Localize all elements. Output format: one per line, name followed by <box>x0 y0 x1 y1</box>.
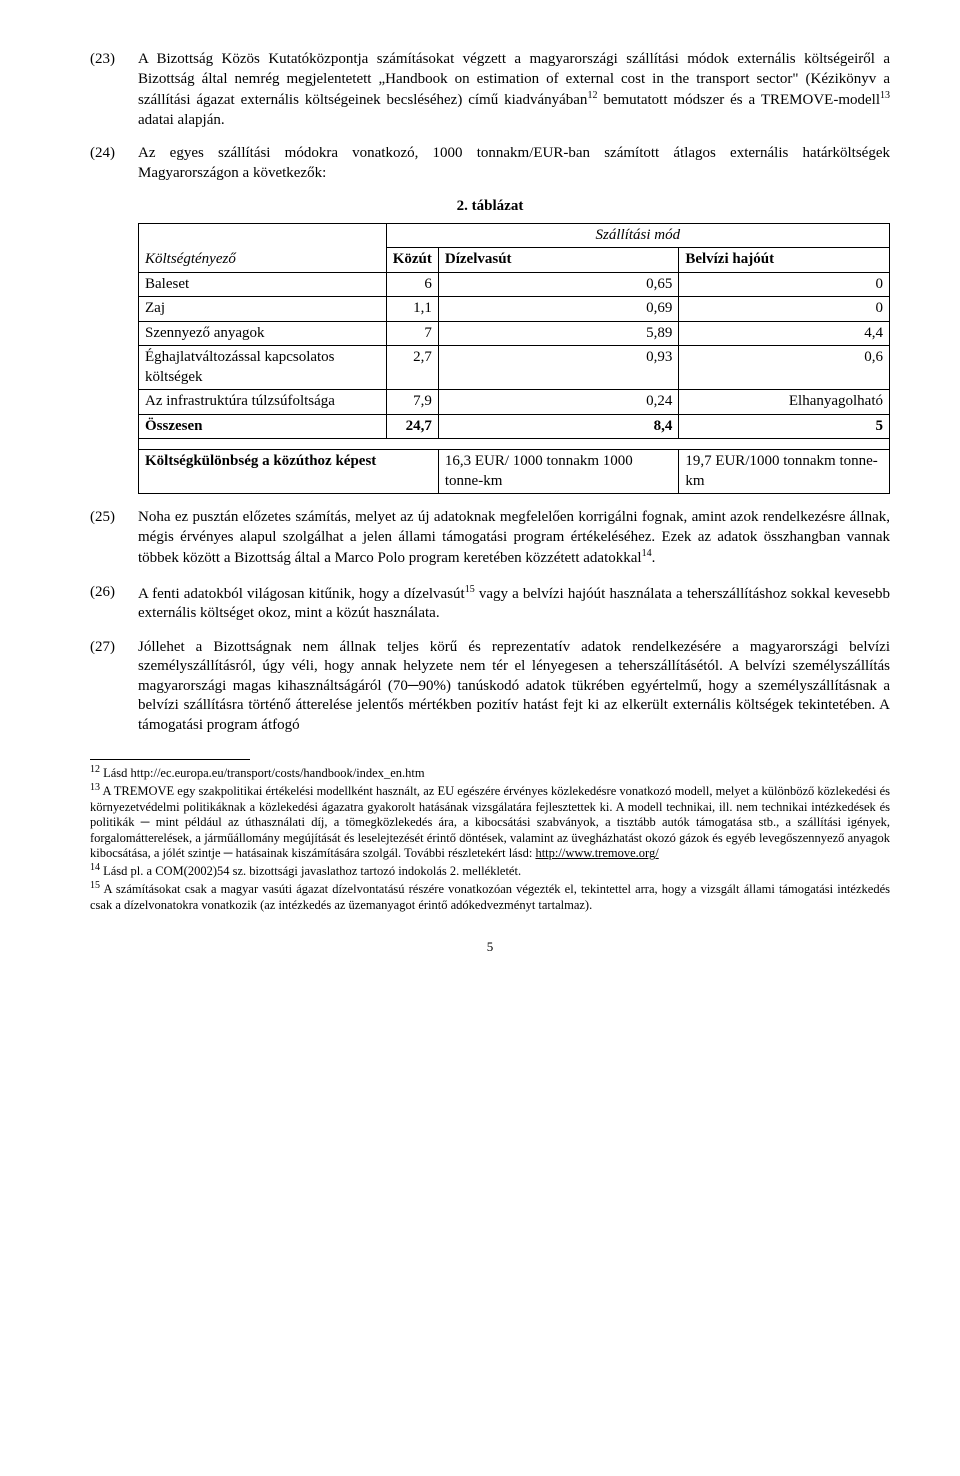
text: adatai alapján. <box>138 112 225 128</box>
table-header-row: Költségtényező Szállítási mód <box>139 223 890 248</box>
table-row: Éghajlatváltozással kapcsolatos költsége… <box>139 346 890 390</box>
footnote-num: 15 <box>90 880 100 891</box>
cell: 2,7 <box>386 346 438 390</box>
para-body: Jóllehet a Bizottságnak nem állnak telje… <box>138 638 890 736</box>
mode-header: Szállítási mód <box>386 223 889 248</box>
table-caption: 2. táblázat <box>90 197 890 217</box>
row-label: Az infrastruktúra túlzsúfoltsága <box>139 390 387 415</box>
cell: 8,4 <box>438 414 678 439</box>
footnote-text: A számításokat csak a magyar vasúti ágaz… <box>90 882 890 912</box>
paragraph-27: (27) Jóllehet a Bizottságnak nem állnak … <box>90 638 890 736</box>
paragraph-26: (26) A fenti adatokból világosan kitűnik… <box>90 583 890 624</box>
col-road: Közút <box>386 248 438 273</box>
table-row: Baleset 6 0,65 0 <box>139 272 890 297</box>
paragraph-24: (24) Az egyes szállítási módokra vonatko… <box>90 144 890 183</box>
text: A fenti adatokból világosan kitűnik, hog… <box>138 586 465 602</box>
row-label: Szennyező anyagok <box>139 321 387 346</box>
footnote-text: Lásd pl. a COM(2002)54 sz. bizottsági ja… <box>100 864 521 878</box>
text: . <box>652 550 656 566</box>
para-body: A Bizottság Közös Kutatóközpontja számít… <box>138 50 890 130</box>
para-num: (24) <box>90 144 138 183</box>
text: Noha ez pusztán előzetes számítás, melye… <box>138 509 890 566</box>
footnote-ref-13: 13 <box>880 90 890 101</box>
cell: 1,1 <box>386 297 438 322</box>
cell: 5 <box>679 414 890 439</box>
footnote-ref-14: 14 <box>642 548 652 559</box>
factor-header: Költségtényező <box>139 223 387 272</box>
cell: 6 <box>386 272 438 297</box>
cell: 0,24 <box>438 390 678 415</box>
para-body: A fenti adatokból világosan kitűnik, hog… <box>138 583 890 624</box>
paragraph-23: (23) A Bizottság Közös Kutatóközpontja s… <box>90 50 890 130</box>
table-spacer-row <box>139 439 890 450</box>
footnote-15: 15 A számításokat csak a magyar vasúti á… <box>90 880 890 913</box>
footnote-text: Lásd http://ec.europa.eu/transport/costs… <box>100 766 425 780</box>
cell: 0,69 <box>438 297 678 322</box>
cell: 7 <box>386 321 438 346</box>
cell: 0 <box>679 297 890 322</box>
footnote-ref-12: 12 <box>587 90 597 101</box>
diff-water: 19,7 EUR/1000 tonnakm tonne-km <box>679 450 890 494</box>
table-total-row: Összesen 24,7 8,4 5 <box>139 414 890 439</box>
cell: 24,7 <box>386 414 438 439</box>
footnote-12: 12 Lásd http://ec.europa.eu/transport/co… <box>90 764 890 782</box>
para-num: (23) <box>90 50 138 130</box>
footnote-num: 13 <box>90 782 100 793</box>
cell: Elhanyagolható <box>679 390 890 415</box>
para-body: Az egyes szállítási módokra vonatkozó, 1… <box>138 144 890 183</box>
text: bemutatott módszer és a TREMOVE-modell <box>597 92 880 108</box>
footnote-14: 14 Lásd pl. a COM(2002)54 sz. bizottsági… <box>90 862 890 880</box>
table-row: Szennyező anyagok 7 5,89 4,4 <box>139 321 890 346</box>
col-water: Belvízi hajóút <box>679 248 890 273</box>
diff-label: Költségkülönbség a közúthoz képest <box>139 450 439 494</box>
page-number: 5 <box>90 939 890 956</box>
footnote-text: A TREMOVE egy szakpolitikai értékelési m… <box>90 784 890 861</box>
table-row: Az infrastruktúra túlzsúfoltsága 7,9 0,2… <box>139 390 890 415</box>
table-row: Zaj 1,1 0,69 0 <box>139 297 890 322</box>
footnote-ref-15: 15 <box>465 584 475 595</box>
cell: 0,65 <box>438 272 678 297</box>
table-diff-row: Költségkülönbség a közúthoz képest 16,3 … <box>139 450 890 494</box>
para-num: (25) <box>90 508 138 569</box>
cell: 0,93 <box>438 346 678 390</box>
cell: 5,89 <box>438 321 678 346</box>
para-body: Noha ez pusztán előzetes számítás, melye… <box>138 508 890 569</box>
footnote-link[interactable]: http://www.tremove.org/ <box>535 846 658 860</box>
cell: 7,9 <box>386 390 438 415</box>
cell: 0 <box>679 272 890 297</box>
footnote-separator <box>90 759 250 760</box>
footnote-num: 12 <box>90 764 100 775</box>
cost-table: Költségtényező Szállítási mód Közút Díze… <box>138 223 890 495</box>
col-rail: Dízelvasút <box>438 248 678 273</box>
row-label: Baleset <box>139 272 387 297</box>
cell: 0,6 <box>679 346 890 390</box>
diff-rail: 16,3 EUR/ 1000 tonnakm 1000 tonne-km <box>438 450 678 494</box>
row-label: Éghajlatváltozással kapcsolatos költsége… <box>139 346 387 390</box>
footnote-num: 14 <box>90 862 100 873</box>
footnote-13: 13 A TREMOVE egy szakpolitikai értékelés… <box>90 782 890 862</box>
row-label: Zaj <box>139 297 387 322</box>
total-label: Összesen <box>139 414 387 439</box>
para-num: (26) <box>90 583 138 624</box>
paragraph-25: (25) Noha ez pusztán előzetes számítás, … <box>90 508 890 569</box>
cell: 4,4 <box>679 321 890 346</box>
para-num: (27) <box>90 638 138 736</box>
